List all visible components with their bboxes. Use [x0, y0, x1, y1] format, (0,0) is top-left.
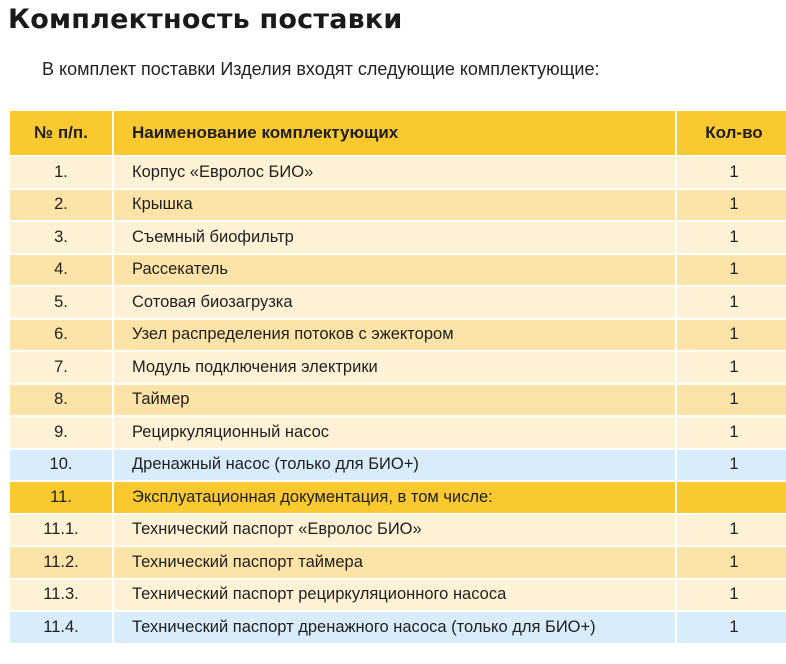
table-row: 7. Модуль подключения электрики 1 [10, 352, 786, 383]
row-number: 11.2. [10, 547, 112, 578]
row-number: 7. [10, 352, 112, 383]
row-quantity: 1 [677, 287, 786, 318]
row-name: Съемный биофильтр [114, 222, 675, 253]
row-number: 5. [10, 287, 112, 318]
row-quantity: 1 [677, 579, 786, 610]
row-name: Эксплуатационная документация, в том чис… [114, 482, 675, 513]
intro-text: В комплект поставки Изделия входят следу… [42, 59, 600, 79]
table-row: 9. Рециркуляционный насос 1 [10, 417, 786, 448]
row-quantity: 1 [677, 449, 786, 480]
row-quantity: 1 [677, 514, 786, 545]
row-name: Дренажный насос (только для БИО+) [114, 449, 675, 480]
row-name: Таймер [114, 384, 675, 415]
row-quantity: 1 [677, 319, 786, 350]
row-name: Технический паспорт «Евролос БИО» [114, 514, 675, 545]
row-name: Крышка [114, 189, 675, 220]
row-name: Сотовая биозагрузка [114, 287, 675, 318]
row-name: Технический паспорт таймера [114, 547, 675, 578]
row-name: Технический паспорт дренажного насоса (т… [114, 612, 675, 643]
table-row: 6. Узел распределения потоков с эжектором… [10, 319, 786, 350]
table-body: 1. Корпус «Евролос БИО» 1 2. Крышка 1 3. Съемны… [10, 157, 786, 643]
row-quantity [677, 482, 786, 513]
row-number: 9. [10, 417, 112, 448]
row-name: Узел распределения потоков с эжектором [114, 319, 675, 350]
row-number: 10. [10, 449, 112, 480]
table-row: 5. Сотовая биозагрузка 1 [10, 287, 786, 318]
row-name: Рассекатель [114, 254, 675, 285]
row-number: 11.1. [10, 514, 112, 545]
row-quantity: 1 [677, 157, 786, 188]
table-row: 11.3. Технический паспорт рециркуляционно… [10, 579, 786, 610]
row-number: 8. [10, 384, 112, 415]
row-number: 11.3. [10, 579, 112, 610]
row-quantity: 1 [677, 222, 786, 253]
row-number: 11. [10, 482, 112, 513]
row-number: 11.4. [10, 612, 112, 643]
page-title: Комплектность поставки [8, 4, 403, 35]
row-number: 1. [10, 157, 112, 188]
row-quantity: 1 [677, 612, 786, 643]
components-table: № п/п. Наименование комплектующих Кол-во… [8, 109, 786, 645]
row-quantity: 1 [677, 384, 786, 415]
table-row: 1. Корпус «Евролос БИО» 1 [10, 157, 786, 188]
table-row: 11.2. Технический паспорт таймера 1 [10, 547, 786, 578]
row-name: Рециркуляционный насос [114, 417, 675, 448]
row-quantity: 1 [677, 254, 786, 285]
table-row: 8. Таймер 1 [10, 384, 786, 415]
row-quantity: 1 [677, 547, 786, 578]
table-row: 11.4. Технический паспорт дренажного насо… [10, 612, 786, 643]
row-number: 6. [10, 319, 112, 350]
table-row: 11.1. Технический паспорт «Евролос БИО» 1 [10, 514, 786, 545]
table-header-row: № п/п. Наименование комплектующих Кол-во [10, 111, 786, 155]
row-quantity: 1 [677, 189, 786, 220]
row-number: 3. [10, 222, 112, 253]
table-row: 10. Дренажный насос (только для БИО+) 1 [10, 449, 786, 480]
header-number: № п/п. [10, 111, 112, 155]
row-name: Корпус «Евролос БИО» [114, 157, 675, 188]
row-number: 2. [10, 189, 112, 220]
row-number: 4. [10, 254, 112, 285]
header-quantity: Кол-во [677, 111, 786, 155]
table-row: 2. Крышка 1 [10, 189, 786, 220]
row-name: Модуль подключения электрики [114, 352, 675, 383]
row-quantity: 1 [677, 352, 786, 383]
table-row: 4. Рассекатель 1 [10, 254, 786, 285]
header-name: Наименование комплектующих [114, 111, 675, 155]
table-row: 11. Эксплуатационная документация, в том … [10, 482, 786, 513]
row-quantity: 1 [677, 417, 786, 448]
row-name: Технический паспорт рециркуляционного на… [114, 579, 675, 610]
table-row: 3. Съемный биофильтр 1 [10, 222, 786, 253]
